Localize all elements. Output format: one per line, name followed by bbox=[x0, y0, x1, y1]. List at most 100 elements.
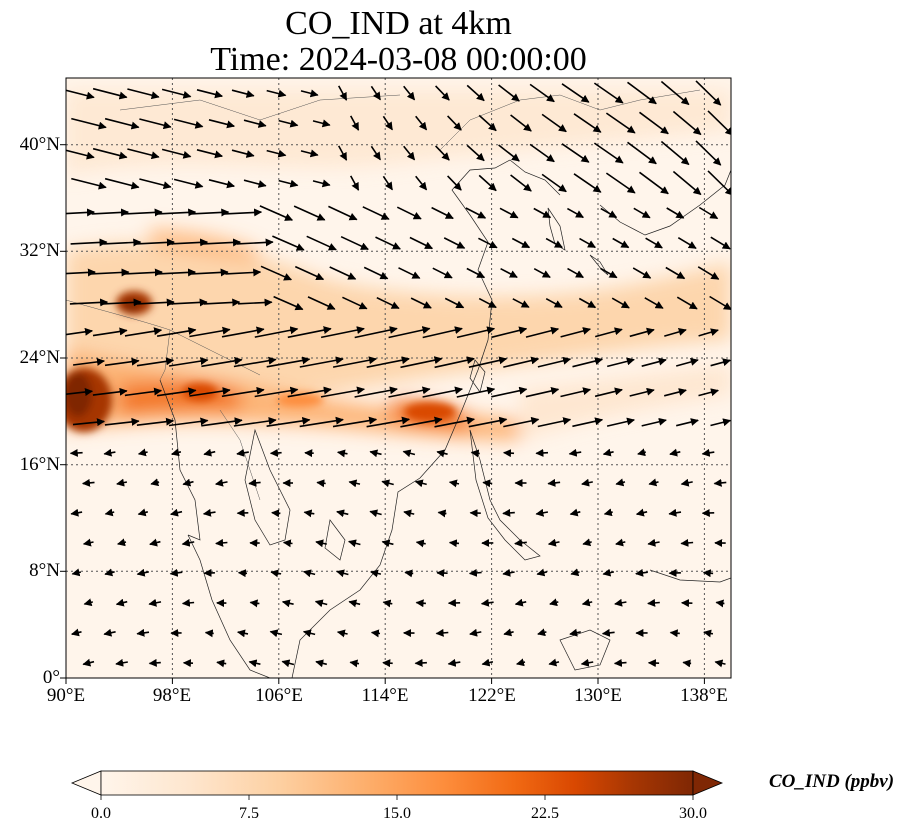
wind-arrow bbox=[514, 598, 527, 607]
wind-arrow bbox=[664, 388, 687, 397]
wind-arrow bbox=[307, 296, 336, 310]
wind-arrow bbox=[300, 89, 319, 98]
wind-arrow bbox=[436, 449, 448, 458]
wind-arrow bbox=[203, 448, 216, 457]
wind-arrow bbox=[169, 238, 209, 247]
wind-arrow bbox=[202, 238, 241, 247]
wind-arrow bbox=[349, 175, 360, 191]
wind-arrow bbox=[568, 448, 582, 457]
wind-arrow bbox=[303, 509, 315, 518]
wind-arrow bbox=[316, 479, 326, 488]
wind-arrow bbox=[90, 268, 130, 277]
wind-arrow bbox=[537, 356, 572, 368]
wind-arrow bbox=[66, 208, 95, 217]
map-frame bbox=[65, 77, 732, 679]
wind-arrow bbox=[648, 478, 659, 487]
lat-tick-label: 32°N bbox=[19, 240, 60, 261]
wind-arrow bbox=[169, 298, 208, 307]
wind-arrow bbox=[702, 569, 714, 578]
wind-arrow bbox=[499, 207, 519, 219]
wind-arrow bbox=[233, 417, 277, 427]
wind-arrow bbox=[369, 509, 382, 518]
wind-arrow bbox=[381, 539, 394, 548]
wind-arrow bbox=[664, 328, 687, 337]
wind-arrow bbox=[233, 356, 277, 368]
wind-arrow bbox=[466, 84, 485, 102]
wind-arrow bbox=[103, 238, 142, 247]
wind-arrow bbox=[269, 448, 282, 457]
wind-arrow bbox=[578, 297, 597, 309]
wind-arrow bbox=[605, 172, 636, 194]
wind-arrow bbox=[237, 298, 273, 307]
wind-arrow bbox=[103, 628, 116, 637]
wind-arrow bbox=[254, 386, 299, 398]
wind-arrow bbox=[415, 175, 428, 191]
wind-arrow bbox=[478, 114, 497, 132]
wind-arrow bbox=[714, 659, 726, 668]
wind-arrow bbox=[560, 327, 591, 338]
wind-arrow bbox=[715, 599, 725, 608]
wind-arrow bbox=[512, 298, 530, 308]
wind-arrow bbox=[287, 326, 332, 339]
wind-arrow bbox=[415, 539, 426, 548]
wind-arrow bbox=[190, 208, 230, 217]
wind-arrow bbox=[161, 88, 192, 99]
wind-arrow bbox=[545, 237, 563, 249]
wind-arrow bbox=[632, 267, 652, 279]
wind-arrow bbox=[156, 327, 197, 337]
wind-arrow bbox=[375, 236, 401, 250]
lon-tick-label: 130°E bbox=[574, 685, 622, 706]
wind-arrow bbox=[342, 296, 368, 310]
wind-arrow bbox=[204, 629, 214, 638]
wind-arrow bbox=[136, 238, 175, 247]
wind-arrow bbox=[422, 386, 463, 398]
wind-arrow bbox=[83, 598, 94, 607]
wind-arrow bbox=[299, 356, 344, 368]
wind-arrow bbox=[601, 628, 615, 637]
wind-arrow bbox=[660, 140, 690, 166]
wind-arrow bbox=[560, 387, 592, 398]
wind-arrow bbox=[332, 416, 378, 428]
wind-arrow bbox=[582, 538, 592, 547]
wind-arrow bbox=[431, 206, 454, 220]
wind-arrow bbox=[136, 298, 175, 307]
wind-arrow bbox=[567, 267, 584, 279]
wind-arrow bbox=[237, 569, 248, 578]
wind-arrow bbox=[103, 448, 116, 457]
wind-arrow bbox=[282, 539, 293, 548]
wind-arrow bbox=[572, 417, 604, 428]
wind-arrow bbox=[181, 598, 195, 607]
wind-arrow bbox=[173, 118, 204, 129]
wind-arrow bbox=[668, 508, 682, 517]
wind-arrow bbox=[225, 268, 262, 277]
wind-arrow bbox=[156, 387, 197, 397]
wind-arrow bbox=[189, 326, 231, 338]
wind-arrow bbox=[404, 569, 414, 578]
lon-tick-label: 122°E bbox=[468, 685, 516, 706]
wind-arrow bbox=[348, 599, 361, 608]
wind-arrow bbox=[236, 238, 274, 247]
wind-arrow bbox=[447, 175, 462, 191]
wind-arrow bbox=[71, 628, 82, 637]
wind-arrow bbox=[69, 448, 83, 457]
wind-arrow bbox=[537, 417, 572, 428]
wind-arrow bbox=[698, 388, 719, 397]
wind-arrow bbox=[409, 236, 434, 250]
wind-arrow bbox=[260, 265, 293, 281]
wind-arrow bbox=[593, 82, 624, 104]
wind-arrow bbox=[203, 298, 241, 307]
wind-arrow bbox=[629, 327, 655, 338]
wind-arrow bbox=[468, 356, 508, 368]
wind-arrow bbox=[66, 149, 95, 160]
wind-arrow bbox=[315, 659, 327, 668]
wind-arrow bbox=[293, 205, 326, 221]
wind-arrow bbox=[707, 170, 731, 196]
wind-arrow bbox=[666, 207, 685, 219]
wind-arrow bbox=[627, 81, 657, 105]
wind-arrow bbox=[115, 598, 128, 607]
wind-arrow bbox=[139, 178, 172, 190]
wind-arrow bbox=[561, 83, 590, 103]
wind-arrow bbox=[510, 174, 532, 192]
wind-arrow bbox=[104, 357, 140, 367]
wind-arrow bbox=[525, 386, 560, 398]
